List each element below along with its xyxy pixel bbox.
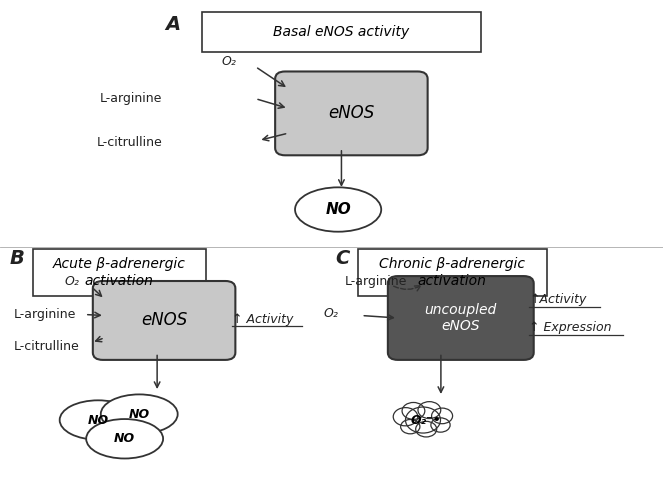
Text: eNOS: eNOS <box>328 105 375 122</box>
Text: ↑ Activity: ↑ Activity <box>232 313 294 326</box>
Text: uncoupled
eNOS: uncoupled eNOS <box>425 303 497 333</box>
FancyBboxPatch shape <box>33 249 206 296</box>
Text: O₂⁻•: O₂⁻• <box>411 414 442 426</box>
Text: Acute β-adrenergic
activation: Acute β-adrenergic activation <box>53 257 186 288</box>
FancyBboxPatch shape <box>202 12 481 52</box>
Circle shape <box>432 408 453 423</box>
Circle shape <box>400 420 420 434</box>
Circle shape <box>393 408 418 426</box>
Ellipse shape <box>101 394 178 434</box>
Text: eNOS: eNOS <box>141 312 187 329</box>
Text: B: B <box>10 249 25 268</box>
Text: Chronic β-adrenergic
activation: Chronic β-adrenergic activation <box>379 257 525 288</box>
Text: L-arginine: L-arginine <box>345 275 407 287</box>
Circle shape <box>431 418 450 432</box>
Circle shape <box>406 407 440 433</box>
Text: A: A <box>165 15 180 34</box>
Text: L-arginine: L-arginine <box>100 92 162 105</box>
Text: NO: NO <box>114 432 135 445</box>
Circle shape <box>402 402 425 420</box>
Text: NO: NO <box>88 414 109 426</box>
FancyBboxPatch shape <box>388 276 534 360</box>
Text: L-citrulline: L-citrulline <box>13 340 79 352</box>
Text: NO: NO <box>129 408 150 421</box>
Text: NO: NO <box>326 202 351 217</box>
Ellipse shape <box>295 187 381 232</box>
Text: C: C <box>335 249 349 268</box>
Text: L-citrulline: L-citrulline <box>97 137 162 149</box>
FancyBboxPatch shape <box>358 249 547 296</box>
Circle shape <box>416 422 437 437</box>
FancyBboxPatch shape <box>275 71 428 155</box>
Text: O₂: O₂ <box>64 275 79 287</box>
Text: ↑ Expression: ↑ Expression <box>529 321 611 334</box>
Ellipse shape <box>86 419 163 458</box>
Text: Basal eNOS activity: Basal eNOS activity <box>273 25 410 39</box>
Text: ↑Activity: ↑Activity <box>529 293 587 306</box>
Circle shape <box>418 402 441 419</box>
FancyBboxPatch shape <box>93 281 235 360</box>
Text: L-arginine: L-arginine <box>13 308 76 321</box>
Text: O₂: O₂ <box>221 55 236 68</box>
Ellipse shape <box>385 402 461 438</box>
Ellipse shape <box>60 400 137 440</box>
Text: O₂: O₂ <box>324 307 338 319</box>
